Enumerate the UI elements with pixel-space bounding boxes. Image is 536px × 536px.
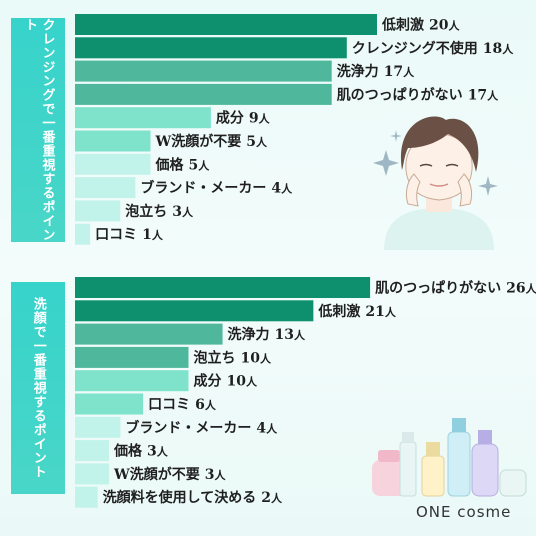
chart-2-title: 洗顔で一番重視するポイント (30, 297, 46, 479)
chart-2-label-10: 洗顔料を使用して決める 2人 (103, 489, 283, 506)
chart-2-label-2: 低刺激 21人 (317, 303, 396, 320)
chart-1-bar-5 (75, 107, 211, 129)
chart-2-bar-3 (75, 323, 223, 345)
chart-2-bar-4 (75, 346, 189, 368)
chart-2-label-6: 口コミ 6人 (148, 397, 217, 413)
chart-2-bar-1 (75, 277, 371, 298)
chart-1-bar-7 (75, 153, 151, 175)
chart-2-label-9: W洗顔が不要 3人 (113, 466, 226, 483)
brand-logo: ONE cosme (416, 503, 512, 521)
chart-2-bar-6 (75, 393, 144, 415)
chart-2-bar-10 (75, 486, 98, 508)
chart-1-label-8: ブランド・メーカー 4人 (140, 180, 293, 197)
chart-1-title: クレンジングで一番重視するポイント (22, 18, 55, 242)
chart-2-bar-2 (75, 300, 314, 322)
chart-2-label-3: 洗浄力 13人 (228, 326, 306, 343)
chart-1-label-3: 洗浄力 17人 (337, 63, 415, 80)
chart-1-bar-1 (75, 14, 377, 35)
chart-1-bar-9 (75, 200, 121, 222)
chart-1-label-10: 口コミ 1人 (95, 227, 164, 243)
chart-1-label-1: 低刺激 20人 (381, 17, 460, 34)
chart-1-label-2: クレンジング不使用 18人 (352, 40, 514, 57)
chart-2-label-7: ブランド・メーカー 4人 (125, 419, 278, 436)
chart-1-label-5: 成分 9人 (216, 110, 271, 127)
chart-2-label-5: 成分 10人 (194, 373, 258, 390)
chart-1-label-6: W洗顔が不要 5人 (155, 133, 268, 150)
chart-2-label-4: 泡立ち 10人 (194, 349, 272, 366)
chart-1-label-4: 肌のつっぱりがない 17人 (337, 86, 499, 103)
chart-2-bar-5 (75, 370, 189, 392)
chart-1-bar-8 (75, 177, 136, 199)
chart-1-bar-6 (75, 130, 151, 152)
chart-1-title-panel: クレンジングで一番重視するポイント (11, 18, 65, 242)
chart-2-bar-9 (75, 463, 110, 485)
chart-2-label-1: 肌のつっぱりがない 26人 (375, 280, 536, 297)
chart-2-bar-7 (75, 416, 121, 438)
chart-2-title-panel: 洗顔で一番重視するポイント (11, 282, 65, 494)
chart-1-bar-4 (75, 83, 332, 105)
chart-2-label-8: 価格 3人 (113, 443, 169, 460)
chart-1-bar-3 (75, 60, 332, 82)
chart-1-bar-2 (75, 37, 347, 59)
chart-1-label-9: 泡立ち 3人 (125, 203, 194, 220)
chart-2-bar-8 (75, 440, 110, 462)
woman-illustration (373, 116, 498, 250)
cosmetics-illustration (372, 418, 527, 497)
chart-1-label-7: 価格 5人 (155, 156, 211, 173)
chart-1-bar-10 (75, 223, 91, 245)
